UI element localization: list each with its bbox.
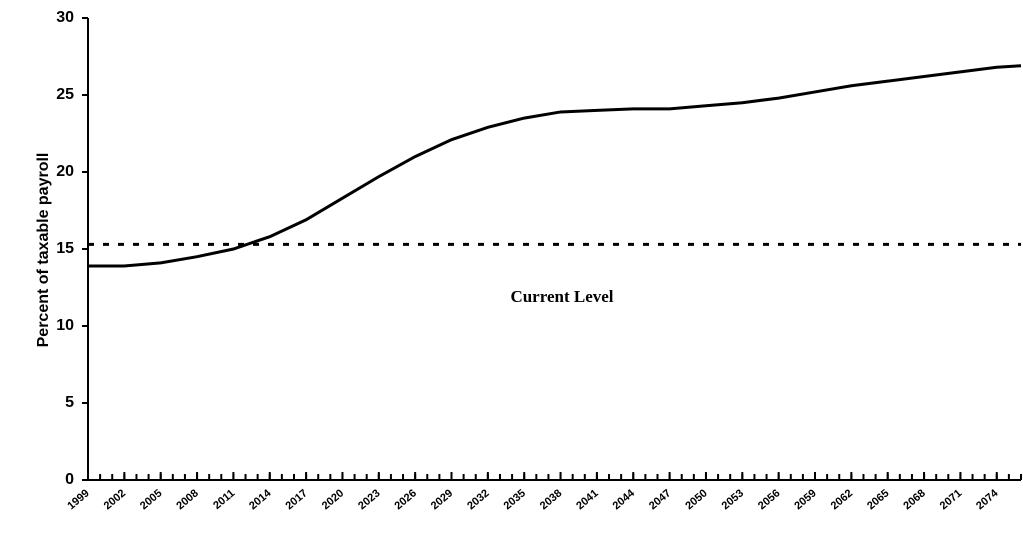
x-tick-label: 2032 — [465, 487, 491, 512]
y-tick-label: 5 — [65, 394, 74, 411]
x-tick-label: 2011 — [211, 487, 237, 512]
x-tick-label: 2044 — [611, 487, 638, 512]
y-tick-label: 10 — [56, 317, 74, 334]
x-tick-label: 2050 — [683, 487, 709, 512]
x-tick-label: 2059 — [792, 487, 818, 512]
x-tick-label: 2035 — [502, 487, 528, 512]
y-tick-label: 20 — [56, 163, 74, 180]
x-tick-label: 2008 — [174, 487, 200, 512]
x-tick-label: 2029 — [429, 487, 455, 512]
y-axis-label: Percent of taxable payroll — [35, 153, 52, 348]
x-tick-label: 2005 — [138, 487, 164, 512]
x-tick-label: 2020 — [320, 487, 346, 512]
x-tick-label: 2062 — [829, 487, 855, 512]
x-tick-label: 2026 — [392, 487, 418, 512]
x-tick-label: 2047 — [647, 487, 673, 512]
x-tick-label: 2065 — [865, 487, 891, 512]
x-tick-label: 2038 — [538, 487, 564, 512]
line — [88, 64, 1022, 268]
y-tick-label: 25 — [56, 86, 74, 103]
y-tick-label: 15 — [56, 240, 74, 257]
x-tick-label: 2074 — [974, 487, 1001, 512]
x-tick-label: 2053 — [720, 487, 746, 512]
x-tick-label: 2056 — [756, 487, 782, 512]
x-tick-label: 2068 — [901, 487, 927, 512]
x-tick-label: 2041 — [574, 487, 600, 512]
annotation: Current Level — [510, 287, 613, 306]
x-tick-label: 2017 — [283, 487, 309, 512]
x-tick-label: 2023 — [356, 487, 382, 512]
x-tick-label: 2014 — [247, 487, 274, 512]
y-tick-label: 30 — [56, 9, 74, 26]
x-tick-label: 2002 — [102, 487, 128, 512]
x-tick-label: 2071 — [938, 487, 964, 512]
x-tick-label: 1999 — [65, 487, 91, 512]
y-tick-label: 0 — [65, 471, 74, 488]
